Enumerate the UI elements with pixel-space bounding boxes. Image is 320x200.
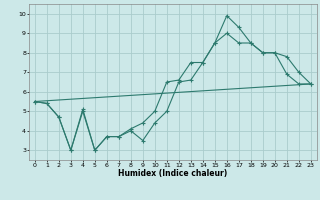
X-axis label: Humidex (Indice chaleur): Humidex (Indice chaleur) [118, 169, 228, 178]
